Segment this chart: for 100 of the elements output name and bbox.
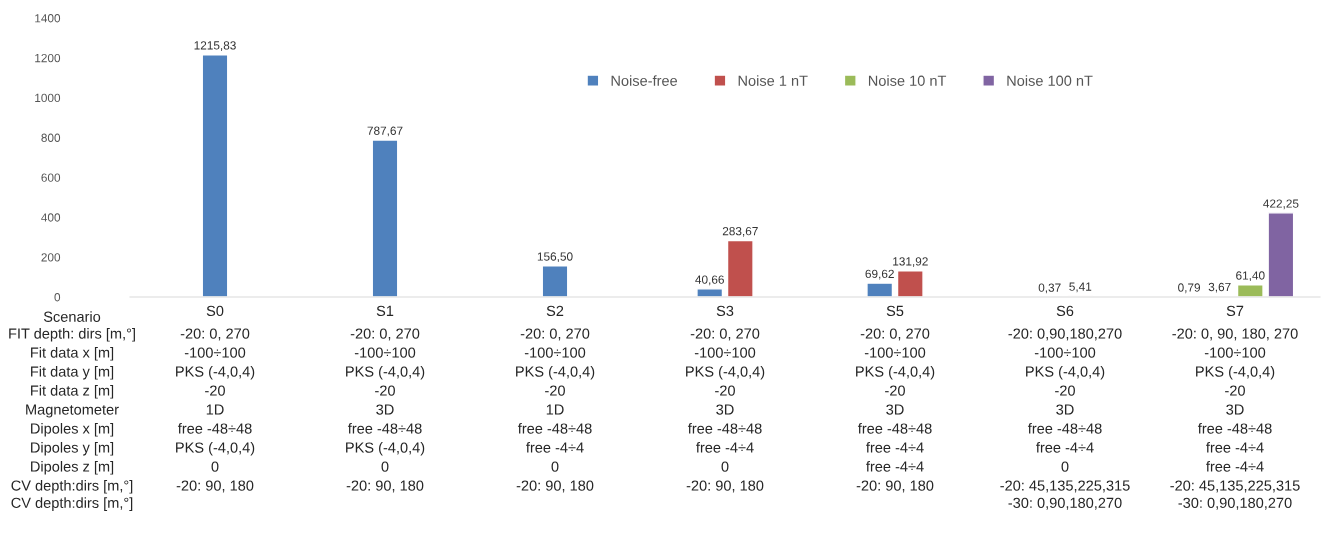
bar: [201, 54, 229, 297]
text: PKS (-4,0,4): [516, 366, 595, 380]
y-tick-label: 400: [41, 213, 61, 222]
data-label: 156,50: [537, 252, 573, 263]
text: -100÷100: [694, 347, 756, 358]
text: -20: 0, 270: [350, 328, 420, 341]
text: -20: 0, 270: [860, 328, 930, 341]
x-axis-title: Scenario: [43, 311, 101, 322]
text: 3D: [886, 404, 904, 415]
text: -100÷100: [1204, 347, 1266, 358]
y-tick-label: 1200: [35, 53, 61, 63]
text: free -4÷4: [526, 442, 584, 453]
text: free -4÷4: [866, 461, 924, 472]
text: 1D: [206, 404, 224, 415]
text: FIT depth: dirs [m,°]: [9, 328, 135, 342]
text: Fit data x [m]: [31, 347, 114, 361]
text: -20: 90, 180: [516, 480, 594, 493]
legend-label: Noise 100 nT: [1007, 75, 1093, 86]
text: free -48÷48: [1197, 423, 1272, 434]
data-label: 422,25: [1263, 199, 1299, 210]
text: 0: [1061, 461, 1069, 472]
x-tick-label: S7: [1226, 305, 1244, 317]
text: Fit data z [m]: [31, 385, 114, 399]
text: 1D: [546, 404, 564, 415]
text: -20: 0, 270: [690, 328, 760, 341]
text: Dipoles y [m]: [31, 442, 114, 456]
text: free -48÷48: [857, 423, 932, 434]
x-tick-label: S5: [886, 305, 904, 317]
data-label: 69,62: [865, 269, 894, 280]
text: free -4÷4: [866, 442, 924, 453]
text: free -4÷4: [1206, 461, 1264, 472]
data-label: 61,40: [1236, 271, 1265, 282]
text: PKS (-4,0,4): [1026, 366, 1105, 380]
text: free -4÷4: [696, 442, 754, 453]
x-tick-label: S0: [206, 305, 224, 317]
bar: [1236, 284, 1264, 297]
text: PKS (-4,0,4): [1196, 366, 1275, 380]
text: -100÷100: [354, 347, 416, 358]
y-tick-label: 600: [41, 173, 61, 182]
data-label: 0,37: [1038, 283, 1061, 294]
y-tick-label: 1400: [35, 14, 61, 23]
text: free -4÷4: [1036, 442, 1094, 453]
text: PKS (-4,0,4): [346, 366, 425, 380]
bar: [726, 239, 754, 297]
data-label: 787,67: [367, 126, 403, 137]
data-label: 5,41: [1069, 282, 1092, 293]
text: PKS (-4,0,4): [686, 366, 765, 380]
data-label: 0,79: [1178, 283, 1201, 294]
text: CV depth:dirs [m,°] CV depth:dirs [m,°]: [11, 480, 133, 511]
bar: [896, 270, 924, 297]
y-tick-label: 0: [54, 293, 61, 302]
text: PKS (-4,0,4): [176, 366, 255, 380]
text: -20: 0,90,180,270: [1008, 328, 1122, 341]
text: 3D: [716, 404, 734, 415]
text: -20: 90, 180: [176, 480, 254, 493]
text: -20: 45,135,225,315 -30: 0,90,180,270: [1170, 480, 1300, 510]
text: PKS (-4,0,4): [856, 366, 935, 380]
text: -20: 45,135,225,315 -30: 0,90,180,270: [1000, 480, 1130, 510]
text: -20: [375, 385, 395, 396]
text: -100÷100: [184, 347, 246, 358]
text: -20: [545, 385, 565, 396]
data-label: 131,92: [893, 257, 928, 267]
legend-label: Noise 10 nT: [868, 75, 947, 86]
text: free -48÷48: [517, 423, 592, 434]
bar: [1267, 212, 1295, 297]
text: -20: [1225, 385, 1245, 396]
text: Fit data y [m]: [31, 366, 114, 380]
data-label: 3,67: [1208, 282, 1231, 293]
data-label: 283,67: [722, 227, 758, 237]
text: free -48÷48: [687, 423, 762, 434]
text: -20: 0, 270: [520, 328, 590, 341]
text: -20: 0, 90, 180, 270: [1172, 328, 1298, 341]
legend-label: Noise-free: [611, 75, 678, 86]
text: 0: [211, 461, 219, 472]
text: Dipoles x [m]: [31, 423, 114, 437]
text: Magnetometer: [26, 404, 119, 418]
x-tick-label: S6: [1056, 305, 1074, 317]
text: free -48÷48: [1027, 423, 1102, 434]
y-tick-label: 200: [41, 253, 61, 262]
y-tick-label: 1000: [35, 93, 61, 103]
x-tick-label: S3: [716, 305, 734, 317]
text: -20: 90, 180: [856, 480, 934, 493]
bar: [866, 282, 894, 297]
text: PKS (-4,0,4): [176, 442, 255, 456]
x-tick-label: S1: [376, 305, 394, 317]
text: 3D: [376, 404, 394, 415]
text: -100÷100: [1034, 347, 1096, 358]
text: free -48÷48: [347, 423, 422, 434]
text: PKS (-4,0,4): [346, 442, 425, 456]
text: -100÷100: [864, 347, 926, 358]
text: Dipoles z [m]: [31, 461, 114, 475]
text: free -4÷4: [1206, 442, 1264, 453]
y-tick-label: 800: [41, 133, 61, 142]
legend-label: Noise 1 nT: [738, 75, 808, 86]
text: 0: [721, 461, 729, 472]
text: 0: [381, 461, 389, 472]
text: -20: 90, 180: [346, 480, 424, 493]
text: -20: 90, 180: [686, 480, 764, 493]
text: 3D: [1226, 404, 1244, 415]
text: -20: [1055, 385, 1075, 396]
